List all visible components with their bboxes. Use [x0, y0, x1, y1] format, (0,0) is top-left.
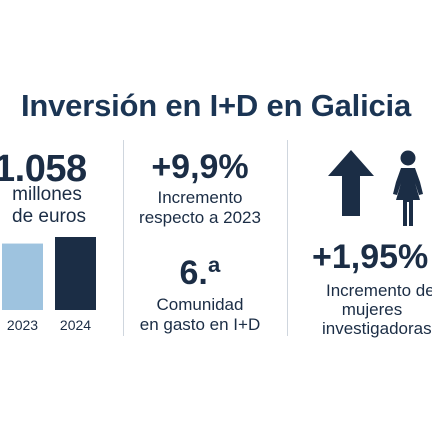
rank-label-line1: Comunidad: [156, 295, 244, 314]
women-label-line2: mujeres: [341, 300, 403, 319]
bar-2024: [55, 237, 96, 310]
investment-value: 1.058: [0, 148, 87, 190]
bar-2023: [2, 243, 43, 310]
rank-value: 6.ª: [179, 254, 221, 292]
investment-unit-line2: de euros: [12, 206, 86, 227]
growth-label-line1: Incremento: [157, 188, 243, 207]
growth-label-line2: respecto a 2023: [139, 208, 261, 227]
divider-right: [287, 140, 288, 336]
arrow-up-icon: [328, 150, 374, 216]
women-growth-value: +1,95%: [312, 238, 429, 276]
women-label-line3: investigadoras: [322, 319, 432, 338]
woman-icon: [393, 150, 423, 226]
women-label-line1: Incremento de: [326, 281, 432, 300]
investment-unit-line1: millones: [12, 184, 82, 205]
rank-label-line2: en gasto en I+D: [139, 315, 261, 334]
x-tick-label: 2024: [60, 317, 91, 333]
page-title: Inversión en I+D en Galicia: [20, 88, 411, 123]
x-tick-label: 2023: [7, 317, 38, 333]
divider-left: [123, 140, 124, 336]
growth-value: +9,9%: [151, 148, 249, 186]
investment-bar-chart: 2023 2024: [2, 237, 96, 333]
